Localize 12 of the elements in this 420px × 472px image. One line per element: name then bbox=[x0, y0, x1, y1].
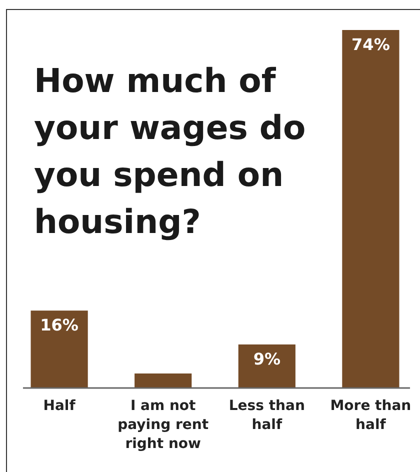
bar bbox=[30, 310, 88, 388]
data-label: 16% bbox=[40, 316, 78, 335]
x-tick-label: Less than half bbox=[228, 398, 305, 433]
bar bbox=[134, 373, 192, 388]
x-tick-label: More than half bbox=[330, 398, 412, 433]
bar bbox=[238, 344, 296, 388]
data-label: 9% bbox=[253, 349, 280, 368]
x-tick-label: I am not paying rent right now bbox=[118, 398, 209, 452]
data-label: 74% bbox=[352, 35, 390, 54]
x-tick-label: Half bbox=[43, 398, 76, 414]
text: How much of your wages do you spend on housing? bbox=[34, 61, 306, 241]
bar bbox=[342, 30, 400, 388]
